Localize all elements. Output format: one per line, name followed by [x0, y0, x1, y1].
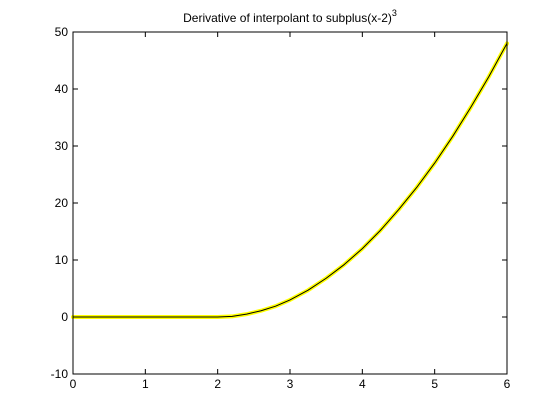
series-0-point	[488, 76, 489, 77]
series-0-point	[344, 264, 345, 265]
series-0-point	[362, 248, 363, 249]
series-0-point	[380, 230, 381, 231]
series-0-point	[416, 187, 417, 188]
series-0-point	[470, 107, 471, 108]
x-tick-label: 0	[70, 377, 77, 391]
series-0-point	[181, 316, 182, 317]
y-tick-label: 40	[55, 82, 69, 96]
y-tick-label: 10	[55, 253, 69, 267]
y-tick-label: 0	[61, 310, 68, 324]
series-0-point	[109, 316, 110, 317]
series-0-point	[326, 278, 327, 279]
series-0-point	[232, 316, 233, 317]
x-tick-label: 4	[359, 377, 366, 391]
x-tick-label: 2	[214, 377, 221, 391]
series-0-point	[246, 314, 247, 315]
x-tick-label: 3	[287, 377, 294, 391]
series-0-point	[398, 209, 399, 210]
chart-title-main: Derivative of interpolant to subplus(x-2…	[183, 11, 392, 25]
series-0-point	[307, 290, 308, 291]
chart-title: Derivative of interpolant to subplus(x-2…	[183, 8, 397, 25]
curve-layer	[71, 41, 509, 319]
series-0-point	[452, 136, 453, 137]
series-0-point	[275, 306, 276, 307]
series-0-point	[434, 163, 435, 164]
series-0-point	[145, 316, 146, 317]
plot-area	[73, 32, 507, 374]
series-0-point	[289, 299, 290, 300]
chart-title-superscript: 3	[392, 8, 397, 18]
series-0-line	[73, 43, 508, 318]
series-0-point	[260, 310, 261, 311]
y-tick-label: 50	[55, 25, 69, 39]
x-tick-label: 1	[142, 377, 149, 391]
series-0-point	[217, 316, 218, 317]
y-tick-label: 20	[55, 196, 69, 210]
x-tick-label: 6	[504, 377, 511, 391]
y-tick-label: 30	[55, 139, 69, 153]
y-tick-label: -10	[51, 367, 69, 381]
x-tick-label: 5	[431, 377, 438, 391]
